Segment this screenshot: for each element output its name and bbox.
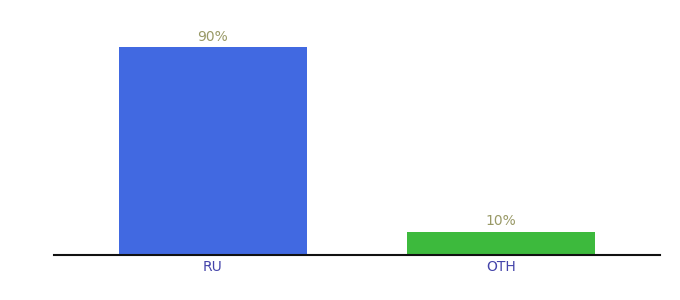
Text: 90%: 90% — [197, 30, 228, 44]
Bar — [119, 47, 307, 255]
Text: 10%: 10% — [486, 214, 517, 228]
Bar — [407, 232, 595, 255]
